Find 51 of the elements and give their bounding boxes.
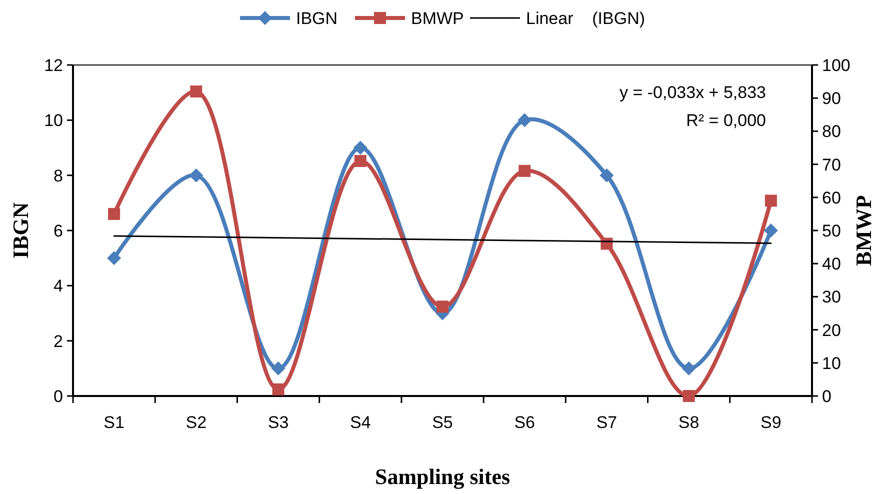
x-tick-label: S5: [432, 413, 453, 432]
x-tick-label: S8: [678, 413, 700, 432]
point: [518, 164, 531, 177]
y2-tick-label: 80: [822, 122, 841, 142]
point: [189, 168, 204, 182]
x-tick-label: S4: [350, 413, 371, 432]
annotation: y = -0,033x + 5,833: [620, 83, 766, 102]
point: [272, 383, 284, 396]
x-tick-label: S6: [514, 413, 536, 432]
y-tick-label: 6: [54, 222, 63, 240]
y2-axis-title: BMWP: [851, 195, 876, 266]
y-tick-label: 2: [54, 332, 63, 351]
x-axis-title: Sampling sites: [374, 464, 510, 489]
point: [354, 154, 366, 167]
y2-tick-label: 60: [822, 188, 841, 208]
point: [190, 85, 202, 98]
point: [682, 390, 695, 402]
x-tick-label: S1: [104, 413, 124, 432]
y2-tick-label: 10: [822, 354, 841, 373]
y2-tick-label: 100: [822, 56, 850, 75]
x-tick-label: S2: [186, 413, 207, 432]
y2-tick-label: 50: [822, 222, 841, 240]
point: [436, 300, 448, 313]
y-tick-label: 0: [54, 387, 63, 406]
y-tick-label: 8: [54, 166, 63, 186]
y-tick-label: 12: [44, 56, 63, 75]
y2-tick-label: 70: [822, 155, 841, 174]
y-tick-label: 10: [44, 111, 63, 130]
point: [682, 361, 696, 376]
y2-tick-label: 90: [822, 89, 841, 108]
point: [518, 113, 532, 128]
legend-label: IBGN: [296, 9, 338, 28]
legend-label: Linear (IBGN): [526, 9, 646, 28]
y-axis-title: IBGN: [8, 202, 33, 259]
annotation: R² = 0,000: [686, 111, 766, 130]
point: [764, 194, 777, 207]
y2-tick-label: 40: [822, 254, 841, 274]
point: [271, 361, 286, 376]
x-tick-label: S7: [596, 413, 618, 432]
point: [107, 251, 122, 266]
point: [600, 168, 614, 182]
x-tick-label: S3: [268, 413, 289, 432]
y2-tick-label: 0: [822, 387, 832, 406]
y2-tick-label: 30: [822, 288, 841, 307]
y-tick-label: 4: [54, 276, 63, 296]
legend-label: BMWP: [411, 9, 464, 28]
point: [353, 140, 368, 155]
point: [108, 208, 120, 220]
x-tick-label: S9: [760, 413, 782, 432]
point: [764, 224, 778, 238]
y2-tick-label: 20: [822, 320, 841, 340]
